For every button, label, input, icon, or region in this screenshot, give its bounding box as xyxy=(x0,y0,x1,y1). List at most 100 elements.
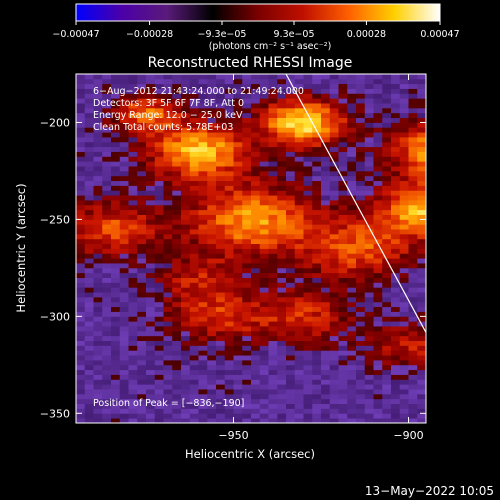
heatmap-cell xyxy=(408,117,418,123)
heatmap-cell xyxy=(76,224,86,230)
heatmap-cell xyxy=(119,340,129,346)
heatmap-cell xyxy=(224,369,234,375)
heatmap-cell xyxy=(312,248,322,254)
heatmap-cell xyxy=(329,132,339,138)
heatmap-cell xyxy=(277,418,287,423)
heatmap-cell xyxy=(189,151,199,157)
heatmap-cell xyxy=(408,287,418,293)
heatmap-cell xyxy=(356,170,366,177)
heatmap-cell xyxy=(303,122,313,128)
heatmap-cell xyxy=(102,384,112,390)
heatmap-cell xyxy=(347,200,357,206)
heatmap-cell xyxy=(321,359,331,366)
heatmap-cell xyxy=(329,418,339,423)
heatmap-cell xyxy=(163,204,173,211)
heatmap-cell xyxy=(198,146,208,152)
heatmap-cell xyxy=(111,350,121,356)
heatmap-cell xyxy=(216,78,226,85)
heatmap-cell xyxy=(382,282,392,288)
heatmap-cell xyxy=(312,330,322,337)
heatmap-cell xyxy=(242,214,252,220)
heatmap-cell xyxy=(417,277,426,283)
heatmap-cell xyxy=(408,156,418,162)
heatmap-cell xyxy=(111,229,121,235)
heatmap-cell xyxy=(364,166,374,172)
heatmap-cell xyxy=(111,127,121,133)
heatmap-cell xyxy=(146,413,156,419)
heatmap-cell xyxy=(364,263,374,269)
heatmap-cell xyxy=(84,243,94,249)
heatmap-cell xyxy=(102,263,112,269)
heatmap-cell xyxy=(172,175,182,182)
heatmap-cell xyxy=(216,151,226,157)
heatmap-cell xyxy=(189,146,199,152)
heatmap-cell xyxy=(321,233,331,240)
heatmap-cell xyxy=(391,393,401,400)
heatmap-cell xyxy=(93,398,103,405)
heatmap-area xyxy=(76,74,426,423)
heatmap-cell xyxy=(119,166,129,172)
heatmap-cell xyxy=(84,384,94,390)
heatmap-cell xyxy=(154,253,164,259)
heatmap-cell xyxy=(198,107,208,114)
heatmap-cell xyxy=(84,93,94,99)
heatmap-cell xyxy=(338,117,348,123)
heatmap-cell xyxy=(172,112,182,119)
heatmap-cell xyxy=(163,403,173,409)
heatmap-cell xyxy=(181,83,191,89)
heatmap-cell xyxy=(181,292,191,298)
heatmap-cell xyxy=(399,166,409,172)
heatmap-cell xyxy=(277,93,287,99)
heatmap-cell xyxy=(119,267,129,274)
heatmap-cell xyxy=(172,137,182,143)
heatmap-cell xyxy=(233,132,243,138)
heatmap-cell xyxy=(356,204,366,211)
heatmap-cell xyxy=(154,301,164,308)
heatmap-cell xyxy=(154,170,164,177)
heatmap-cell xyxy=(111,316,121,322)
heatmap-cell xyxy=(216,321,226,327)
heatmap-cell xyxy=(84,301,94,308)
heatmap-cell xyxy=(294,311,304,317)
heatmap-cell xyxy=(277,248,287,254)
heatmap-cell xyxy=(251,326,261,332)
heatmap-cell xyxy=(207,243,217,249)
heatmap-cell xyxy=(391,403,401,409)
heatmap-cell xyxy=(84,292,94,298)
heatmap-cell xyxy=(172,321,182,327)
heatmap-cell xyxy=(172,282,182,288)
heatmap-cell xyxy=(294,330,304,337)
heatmap-cell xyxy=(417,112,426,119)
heatmap-cell xyxy=(312,345,322,351)
heatmap-cell xyxy=(364,151,374,157)
heatmap-cell xyxy=(233,350,243,356)
heatmap-cell xyxy=(408,345,418,351)
heatmap-cell xyxy=(286,393,296,400)
heatmap-cell xyxy=(163,243,173,249)
heatmap-cell xyxy=(181,359,191,366)
heatmap-cell xyxy=(321,137,331,143)
heatmap-cell xyxy=(198,214,208,220)
heatmap-cell xyxy=(408,88,418,94)
heatmap-cell xyxy=(321,132,331,138)
heatmap-cell xyxy=(146,321,156,327)
heatmap-cell xyxy=(408,200,418,206)
heatmap-cell xyxy=(408,384,418,390)
heatmap-cell xyxy=(242,185,252,191)
heatmap-cell xyxy=(347,112,357,119)
heatmap-cell xyxy=(154,340,164,346)
heatmap-cell xyxy=(102,229,112,235)
heatmap-cell xyxy=(312,369,322,375)
heatmap-cell xyxy=(137,214,147,220)
heatmap-cell xyxy=(303,418,313,423)
heatmap-cell xyxy=(111,107,121,114)
heatmap-cell xyxy=(286,316,296,322)
heatmap-cell xyxy=(391,321,401,327)
heatmap-cell xyxy=(399,326,409,332)
heatmap-cell xyxy=(189,98,199,104)
heatmap-cell xyxy=(76,219,86,225)
heatmap-cell xyxy=(216,175,226,182)
heatmap-cell xyxy=(242,132,252,138)
heatmap-cell xyxy=(408,326,418,332)
heatmap-cell xyxy=(76,350,86,356)
